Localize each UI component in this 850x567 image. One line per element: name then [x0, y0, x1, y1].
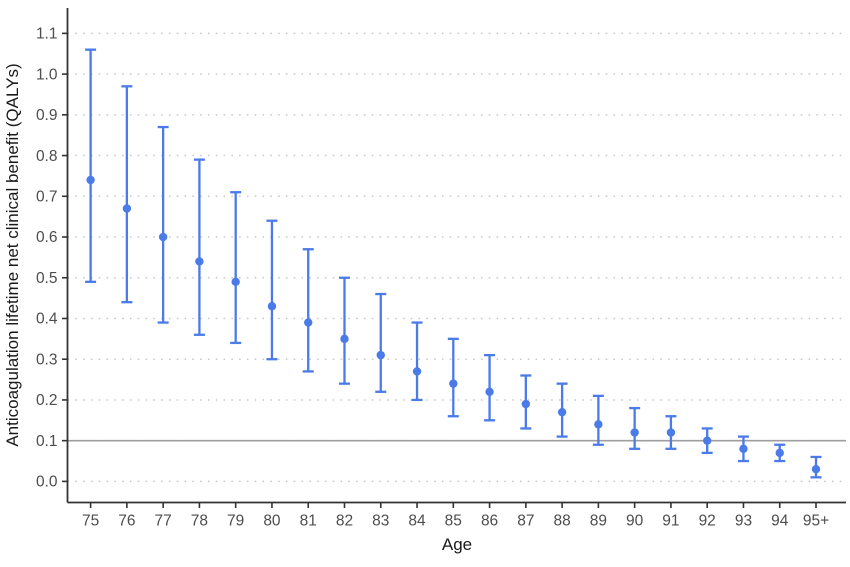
y-tick-label: 0.6 [36, 229, 58, 246]
x-tick-label: 83 [372, 513, 389, 530]
y-tick-label: 0.0 [36, 474, 58, 491]
x-tick-label: 89 [590, 513, 607, 530]
errorbar-age-90 [629, 406, 641, 450]
errorbar-age-88 [556, 382, 568, 438]
x-tick-label: 91 [662, 513, 679, 530]
point-estimate [557, 407, 567, 417]
errorbar-age-76 [121, 85, 133, 304]
y-tick-label: 0.1 [36, 433, 58, 450]
point-estimate [231, 277, 240, 287]
point-estimate [775, 448, 784, 458]
y-tick-label: 0.3 [36, 351, 58, 368]
y-tick-label: 0.7 [36, 188, 58, 205]
y-tick-label: 0.9 [36, 107, 58, 124]
x-tick-label: 86 [481, 513, 498, 530]
point-estimate [630, 428, 639, 437]
point-estimate [449, 379, 458, 388]
x-tick-label: 84 [408, 513, 426, 530]
y-tick-label: 1.0 [36, 66, 58, 83]
y-tick-label: 1.1 [36, 26, 58, 43]
y-tick-label: 0.8 [36, 148, 58, 165]
point-estimate [702, 436, 712, 445]
point-estimate [86, 175, 95, 185]
point-estimate [666, 428, 676, 437]
x-tick-label: 76 [118, 513, 135, 530]
y-axis-title: Anticoagulation lifetime net clinical be… [3, 63, 22, 446]
x-tick-label: 87 [517, 513, 534, 530]
point-estimate [376, 350, 385, 360]
y-tick-label: 0.2 [36, 392, 58, 409]
point-estimate [811, 464, 821, 474]
x-axis-title: Age [442, 535, 472, 554]
errorbar-age-79 [230, 191, 242, 345]
x-tick-label: 80 [263, 513, 281, 530]
errorbar-age-85 [447, 337, 459, 418]
point-estimate [594, 420, 603, 429]
x-tick-label: 82 [336, 513, 353, 530]
x-tick-label: 88 [553, 513, 570, 530]
x-tick-label: 94 [771, 513, 789, 530]
point-estimate [412, 367, 422, 376]
errorbar-age-75 [85, 48, 97, 283]
point-estimate [158, 232, 168, 242]
errorbar-age-94 [774, 443, 786, 463]
point-estimate [195, 257, 204, 266]
errorbar-age-83 [375, 292, 387, 393]
chart-panel: 0.0 0.1 0.2 0.3 0.4 0.5 0.6 0.7 0.8 0.9 1.0 1.1 75 76… [36, 8, 846, 530]
y-tick-label: 0.4 [36, 311, 58, 328]
errorbar-age-92 [701, 427, 713, 455]
errorbar-age-78 [193, 158, 205, 336]
x-tick-label: 95+ [803, 513, 829, 530]
x-tick-label: 79 [227, 513, 244, 530]
x-tick-label: 77 [155, 513, 172, 530]
x-tick-label: 81 [300, 513, 317, 530]
errorbar-age-81 [302, 248, 314, 373]
x-tick-label: 75 [82, 513, 99, 530]
point-estimate [485, 387, 494, 396]
point-estimate [739, 444, 748, 454]
errorbar-age-87 [520, 374, 532, 430]
errorbar-age-86 [484, 353, 496, 422]
errorbar-age-82 [338, 276, 350, 385]
errorbar-age-95+ [810, 455, 822, 479]
y-tick-label: 0.5 [36, 270, 58, 287]
errorbar-age-89 [592, 394, 604, 446]
x-tick-label: 90 [626, 513, 644, 530]
errorbar-age-80 [266, 219, 278, 361]
errorbar-age-84 [411, 321, 423, 402]
x-tick-label: 85 [445, 513, 462, 530]
point-estimate [267, 302, 277, 311]
x-tick-label: 92 [699, 513, 716, 530]
point-estimate [122, 204, 132, 213]
point-estimate [340, 334, 349, 344]
errorbar-age-77 [157, 125, 169, 324]
point-estimate [521, 399, 531, 409]
errorbar-age-93 [737, 435, 749, 463]
errorbar-age-91 [665, 415, 677, 450]
point-estimate [304, 318, 313, 327]
x-tick-label: 78 [191, 513, 208, 530]
x-tick-label: 93 [735, 513, 752, 530]
